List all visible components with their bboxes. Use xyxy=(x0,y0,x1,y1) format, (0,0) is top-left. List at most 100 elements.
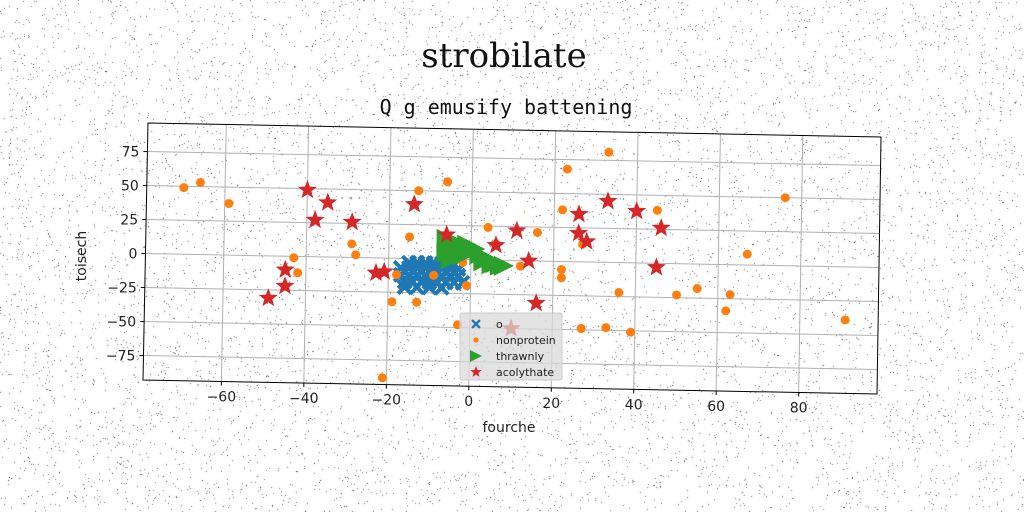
legend-marker-shape xyxy=(470,350,482,362)
y-gridline xyxy=(147,151,881,167)
point-nonprotein xyxy=(351,250,361,260)
point-acolythate xyxy=(598,191,618,210)
legend-marker-shape xyxy=(473,337,479,343)
point-nonprotein xyxy=(562,164,572,174)
x-tick-label: −40 xyxy=(289,391,319,407)
point-acolythate xyxy=(569,223,589,242)
point-acolythate xyxy=(569,204,589,223)
legend: o nonprotein thrawnly acolythate xyxy=(459,312,563,381)
point-nonprotein xyxy=(483,222,493,232)
legend-marker-shape xyxy=(471,319,481,329)
x-tick-labels: −60 −40 −20 0 20 40 60 80 xyxy=(207,381,808,417)
legend-label-acolythate: acolythate xyxy=(496,366,554,379)
legend-entry-o: o xyxy=(471,318,503,331)
point-nonprotein xyxy=(515,261,525,271)
point-acolythate xyxy=(297,180,317,199)
y-gridline xyxy=(145,253,879,269)
x-tick-label: 0 xyxy=(464,394,473,410)
legend-marker-nonprotein xyxy=(473,337,479,343)
point-nonprotein xyxy=(532,227,542,237)
point-nonprotein xyxy=(443,177,453,187)
point-nonprotein xyxy=(293,268,303,278)
axes-title: Q g emusify battening xyxy=(380,95,633,119)
point-nonprotein xyxy=(224,198,234,208)
point-nonprotein xyxy=(614,287,624,297)
point-thrawnly xyxy=(493,255,514,276)
point-nonprotein xyxy=(601,323,611,333)
point-nonprotein xyxy=(742,249,752,259)
y-tick-label: 50 xyxy=(121,179,139,195)
point-nonprotein xyxy=(377,373,387,383)
x-gridline xyxy=(633,132,639,390)
x-gridline xyxy=(220,124,227,382)
point-acolythate xyxy=(275,276,295,295)
y-gridline xyxy=(146,185,881,201)
y-tick-label: 75 xyxy=(122,145,140,161)
point-acolythate xyxy=(577,231,597,250)
point-nonprotein xyxy=(672,290,682,300)
x-gridline xyxy=(385,127,392,385)
x-tick-label: −60 xyxy=(207,389,237,405)
point-acolythate xyxy=(366,262,386,281)
x-axis-label: fourche xyxy=(483,420,536,436)
y-tick-label: −25 xyxy=(107,281,137,297)
data-points xyxy=(179,147,850,383)
point-nonprotein xyxy=(557,265,567,275)
figure-suptitle: strobilate xyxy=(421,36,586,76)
point-o xyxy=(433,279,450,296)
point-acolythate xyxy=(437,224,457,243)
legend-entry-nonprotein: nonprotein xyxy=(473,334,556,347)
point-acolythate xyxy=(526,293,546,312)
legend-label-o: o xyxy=(496,318,503,331)
point-acolythate xyxy=(305,210,325,229)
x-tick-label: −20 xyxy=(372,393,402,409)
x-tick-label: 80 xyxy=(790,401,808,417)
point-nonprotein xyxy=(626,327,636,337)
point-nonprotein xyxy=(347,239,357,249)
x-gridline xyxy=(715,133,721,391)
point-nonprotein xyxy=(195,177,205,187)
point-nonprotein xyxy=(840,315,850,325)
y-tick-label: 25 xyxy=(120,213,138,229)
legend-marker-o xyxy=(471,319,481,329)
legend-box xyxy=(459,312,563,381)
y-tick-labels: 75 50 25 0 −25 −50 −75 xyxy=(106,145,148,365)
point-acolythate xyxy=(651,218,671,237)
point-acolythate xyxy=(342,212,362,231)
y-tick-label: −50 xyxy=(107,315,137,331)
legend-entry-acolythate: acolythate xyxy=(470,366,554,379)
point-nonprotein xyxy=(289,253,299,263)
point-nonprotein xyxy=(392,270,402,280)
legend-marker-shape xyxy=(470,366,482,377)
point-nonprotein xyxy=(414,186,424,196)
y-gridline xyxy=(144,287,879,303)
point-nonprotein xyxy=(604,147,614,157)
point-nonprotein xyxy=(721,306,731,316)
point-acolythate xyxy=(404,194,424,213)
point-nonprotein xyxy=(558,205,568,215)
point-o xyxy=(421,279,438,296)
legend-marker-thrawnly xyxy=(470,350,482,362)
axes-frame xyxy=(142,122,882,395)
point-nonprotein xyxy=(576,324,586,334)
point-acolythate xyxy=(519,250,539,269)
point-acolythate xyxy=(507,220,527,239)
legend-marker-acolythate xyxy=(470,366,482,377)
point-nonprotein xyxy=(405,232,415,242)
legend-entry-thrawnly: thrawnly xyxy=(470,350,545,363)
point-thrawnly xyxy=(440,249,461,270)
legend-label-thrawnly: thrawnly xyxy=(496,350,545,363)
point-acolythate xyxy=(258,288,278,307)
x-tick-label: 60 xyxy=(707,399,725,415)
y-gridline xyxy=(146,219,880,235)
point-nonprotein xyxy=(429,270,439,280)
x-gridline xyxy=(303,126,310,384)
x-gridline xyxy=(798,135,804,393)
point-acolythate xyxy=(646,257,666,276)
x-tick-label: 20 xyxy=(542,396,560,412)
point-o xyxy=(408,279,425,296)
point-nonprotein xyxy=(412,297,422,307)
point-nonprotein xyxy=(652,205,662,215)
